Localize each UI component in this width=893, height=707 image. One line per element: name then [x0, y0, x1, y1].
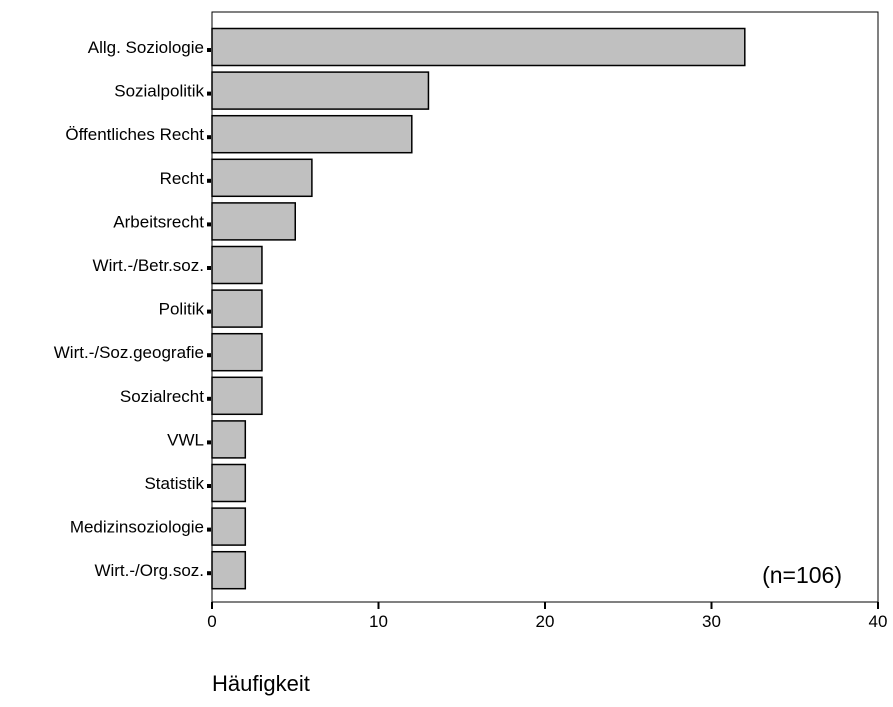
y-tick-mark	[207, 440, 211, 445]
bar	[211, 202, 296, 241]
y-tick-label: Politik	[159, 300, 205, 319]
y-tick-mark	[207, 91, 211, 96]
y-tick-mark	[207, 309, 211, 314]
y-tick-mark	[207, 396, 211, 401]
y-tick-label: Recht	[160, 169, 205, 188]
bar	[211, 507, 247, 546]
x-tick-label: 20	[536, 612, 555, 631]
y-tick-label: VWL	[167, 430, 204, 449]
bar	[211, 550, 247, 590]
x-axis: 0 10 20 30 40	[207, 602, 887, 631]
y-tick-label: Wirt.-/Betr.soz.	[93, 256, 204, 275]
bars-group	[211, 27, 746, 590]
y-tick-mark	[207, 266, 211, 270]
bar	[211, 463, 247, 503]
bar	[211, 332, 263, 372]
bar	[211, 158, 313, 198]
x-axis-label: Häufigkeit	[212, 671, 310, 696]
y-tick-label: Wirt.-/Soz.geografie	[54, 343, 204, 362]
bar	[211, 289, 263, 328]
y-tick-mark	[207, 48, 211, 52]
bar	[211, 245, 263, 285]
y-tick-mark	[207, 484, 211, 488]
bar	[211, 27, 746, 67]
x-tick-label: 0	[207, 612, 216, 631]
y-tick-mark	[207, 571, 211, 576]
bar	[211, 71, 430, 110]
x-tick-label: 40	[869, 612, 888, 631]
y-tick-label: Medizinsoziologie	[70, 518, 204, 537]
bar	[211, 114, 413, 154]
category-labels: Allg. Soziologie Sozialpolitik Öffentliche…	[54, 38, 211, 580]
x-tick-label: 10	[369, 612, 388, 631]
y-tick-label: Allg. Soziologie	[88, 38, 204, 57]
y-tick-mark	[207, 353, 211, 358]
bar	[211, 376, 263, 416]
y-tick-label: Sozialrecht	[120, 387, 204, 406]
y-tick-mark	[207, 178, 211, 183]
y-tick-mark	[207, 527, 211, 532]
x-tick-label: 30	[702, 612, 721, 631]
bar	[211, 420, 247, 459]
y-tick-label: Arbeitsrecht	[113, 212, 204, 231]
sample-size-annotation: (n=106)	[762, 562, 842, 588]
y-tick-mark	[207, 222, 211, 227]
y-tick-label: Sozialpolitik	[114, 82, 204, 101]
y-tick-mark	[207, 135, 211, 140]
y-tick-label: Statistik	[144, 474, 204, 493]
y-tick-label: Öffentliches Recht	[65, 125, 204, 144]
y-tick-label: Wirt.-/Org.soz.	[94, 561, 204, 580]
